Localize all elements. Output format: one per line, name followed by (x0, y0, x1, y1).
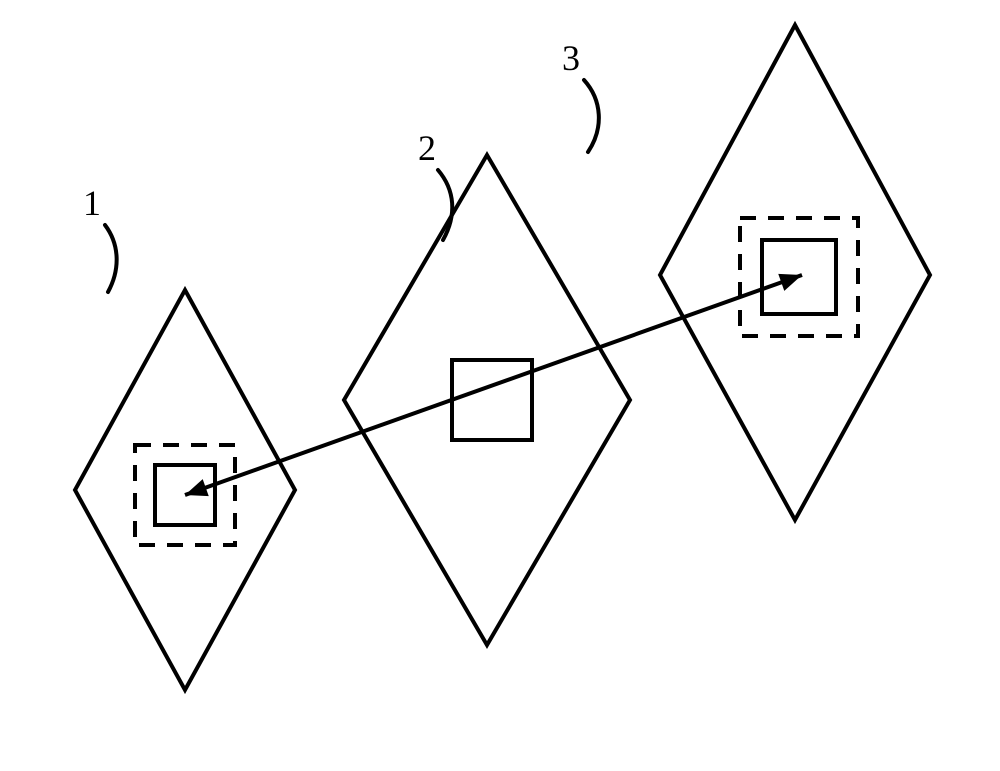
diamond-1 (75, 290, 295, 690)
arrowhead (778, 274, 802, 291)
diamond-3 (660, 25, 930, 520)
diamond-2 (344, 155, 630, 645)
label-1: 1 (83, 183, 101, 223)
diamond-group-3: 3 (562, 25, 930, 520)
arrowhead (185, 479, 209, 496)
connector-line (185, 275, 802, 495)
label-2: 2 (418, 128, 436, 168)
diamond-group-1: 1 (75, 183, 295, 690)
label-3: 3 (562, 38, 580, 78)
callout-curve-1 (105, 225, 117, 292)
callout-curve-3 (584, 80, 599, 152)
inner-square-2 (452, 360, 532, 440)
diagram-canvas: 1 2 3 (0, 0, 1000, 771)
